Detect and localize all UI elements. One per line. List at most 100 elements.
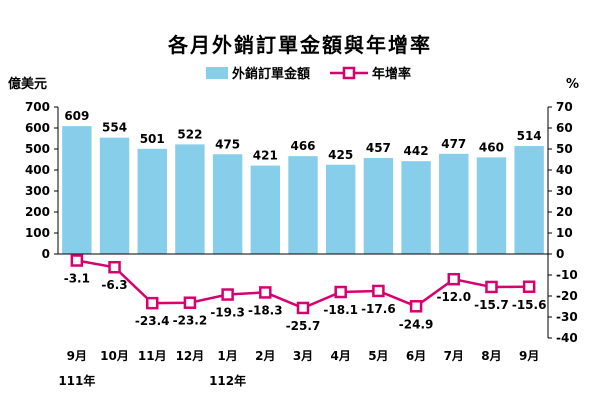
- right-tick-label: 60: [556, 121, 573, 135]
- line-value-label: -18.1: [323, 303, 358, 317]
- bar-value-label: 475: [215, 137, 240, 151]
- left-tick-label: 100: [25, 226, 50, 240]
- bar: [514, 146, 544, 254]
- line-value-label: -6.3: [101, 278, 127, 292]
- right-tick-label: 70: [556, 100, 573, 114]
- line-value-label: -19.3: [210, 306, 245, 320]
- line-value-label: -15.7: [474, 298, 509, 312]
- left-tick-label: 500: [25, 142, 50, 156]
- bar-value-label: 514: [517, 129, 542, 143]
- bar: [250, 165, 281, 254]
- line-point: [447, 272, 461, 286]
- left-tick-label: 600: [25, 121, 50, 135]
- bar: [325, 164, 356, 254]
- right-tick-label: 0: [556, 247, 564, 261]
- bar-value-label: 609: [64, 109, 89, 123]
- legend-line-marker: [342, 66, 356, 80]
- right-tick-label: -30: [556, 310, 578, 324]
- line-point: [145, 296, 159, 310]
- line-value-label: -17.6: [361, 302, 396, 316]
- line-series: [70, 254, 536, 315]
- bar: [288, 156, 318, 254]
- category-labels: 9月 10月 11月 12月 1月 2月 3月 4月 5月 6月 7月 8月 9月: [67, 349, 540, 363]
- line-value-label: -23.2: [173, 314, 208, 328]
- bar-value-label: 522: [177, 127, 202, 141]
- line-value-label: -3.1: [64, 272, 90, 286]
- category-label: 9月: [519, 349, 539, 363]
- line-value-label: -23.4: [135, 314, 170, 328]
- right-tick-label: 50: [556, 142, 573, 156]
- line-point: [70, 254, 84, 267]
- bar: [99, 137, 130, 254]
- right-axis-ticks: 70 60 50 40 30 20 10 0 -10 -20 -30 -40: [548, 100, 578, 345]
- line-point: [259, 286, 272, 299]
- bar-value-label: 554: [102, 121, 127, 135]
- bar-value-label: 457: [366, 141, 391, 155]
- left-tick-label: 0: [42, 247, 50, 261]
- line-point: [485, 280, 498, 294]
- legend-bar-swatch: [206, 67, 228, 79]
- bar-value-label: 421: [253, 149, 278, 163]
- left-tick-label: 400: [25, 163, 50, 177]
- category-label: 7月: [444, 349, 464, 363]
- left-tick-label: 300: [25, 184, 50, 198]
- category-label: 2月: [255, 349, 275, 363]
- right-axis-unit: %: [566, 77, 579, 92]
- right-tick-label: 40: [556, 163, 573, 177]
- chart-title: 各月外銷訂單金額與年增率: [167, 33, 432, 57]
- year-label: 111年: [58, 373, 95, 388]
- right-tick-label: -40: [556, 331, 578, 345]
- bar-value-label: 425: [328, 148, 353, 162]
- line-value-label: -12.0: [436, 290, 471, 304]
- bar: [212, 154, 243, 254]
- category-label: 1月: [217, 349, 237, 363]
- category-label: 3月: [293, 349, 313, 363]
- line-value-label: -18.3: [248, 303, 283, 317]
- bar-value-label: 501: [140, 132, 165, 146]
- right-tick-label: -20: [556, 289, 578, 303]
- bar: [363, 158, 394, 254]
- category-label: 5月: [368, 349, 388, 363]
- bar: [175, 144, 205, 254]
- category-label: 9月: [67, 349, 87, 363]
- bar-series: [62, 126, 544, 254]
- line-point: [372, 284, 385, 298]
- category-label: 6月: [406, 349, 426, 363]
- left-axis-ticks: 700 600 500 400 300 200 100 0: [25, 100, 58, 261]
- line-point: [221, 288, 234, 301]
- right-tick-label: 20: [556, 205, 573, 219]
- bar-value-label: 466: [290, 139, 315, 153]
- bar: [439, 153, 469, 254]
- bar: [62, 126, 92, 254]
- line-point: [334, 285, 347, 299]
- right-tick-label: 10: [556, 226, 573, 240]
- category-label: 8月: [481, 349, 501, 363]
- line-point: [522, 280, 536, 294]
- right-tick-label: -10: [556, 268, 578, 282]
- line-value-label: -24.9: [399, 317, 434, 331]
- bar: [137, 148, 167, 254]
- line-data-labels: -3.1 -6.3-23.4 -23.2-19.3 -18.3-25.7-18.1 -1…: [64, 272, 547, 333]
- category-label: 10月: [100, 349, 129, 363]
- line-point: [296, 301, 310, 315]
- bar-value-label: 477: [441, 137, 466, 151]
- line-point: [409, 300, 423, 313]
- legend-bar-label: 外銷訂單金額: [231, 66, 310, 82]
- line-value-label: -15.6: [512, 298, 547, 312]
- category-label: 11月: [138, 349, 167, 363]
- bar-value-label: 442: [404, 144, 429, 158]
- bar: [401, 161, 431, 254]
- line-point: [108, 260, 121, 274]
- category-label: 4月: [331, 349, 351, 363]
- bar-data-labels: 609 554 501 522 475 421 466 425 457 442 477 460 514: [64, 109, 541, 162]
- line-point: [183, 296, 197, 309]
- legend: 外銷訂單金額 年增率: [206, 66, 411, 82]
- category-label: 12月: [176, 349, 205, 363]
- line-value-label: -25.7: [286, 319, 321, 333]
- left-axis-unit: 億美元: [8, 76, 47, 92]
- left-tick-label: 700: [25, 100, 50, 114]
- right-tick-label: 30: [556, 184, 573, 198]
- year-label: 112年: [209, 373, 246, 388]
- year-labels: 111年 112年: [58, 373, 246, 388]
